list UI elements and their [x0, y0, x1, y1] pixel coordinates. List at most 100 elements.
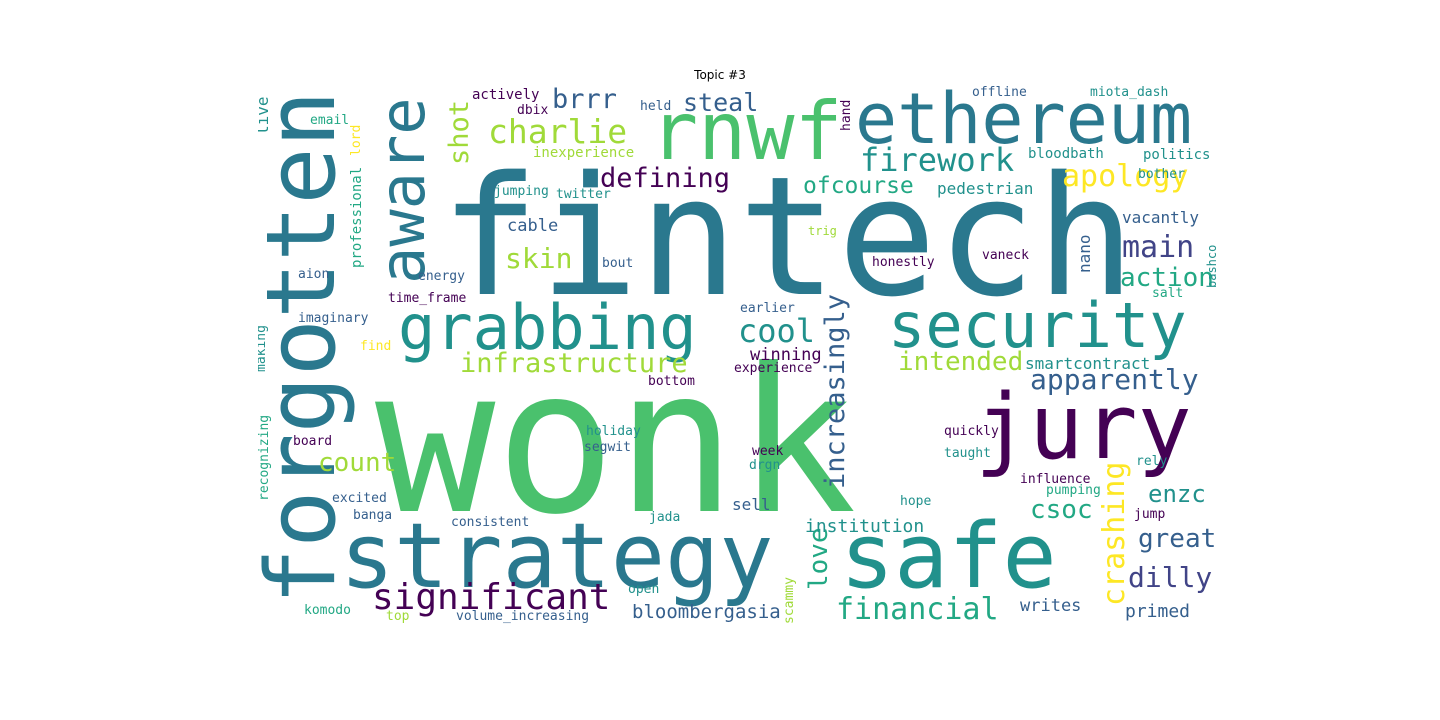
word-rnwf: rnwf [650, 85, 843, 178]
word-shot: shot [444, 99, 475, 165]
word-pedestrian: pedestrian [937, 179, 1034, 198]
word-bashco: bashco [1205, 244, 1219, 289]
word-infrastructure: infrastructure [460, 348, 688, 379]
word-significant: significant [372, 577, 611, 618]
word-ethereum: ethereum [855, 84, 1193, 160]
word-dbix: dbix [517, 103, 549, 118]
word-recognizing: recognizing [258, 414, 272, 501]
word-brrr: brrr [552, 84, 618, 115]
word-politics: politics [1143, 147, 1211, 163]
word-main: main [1122, 230, 1195, 265]
word-taught: taught [944, 446, 991, 461]
word-bottom: bottom [648, 374, 695, 389]
word-grabbing: grabbing [398, 291, 697, 364]
word-cloud: wonk fintech forgotten strategy safe rnwf jury… [258, 84, 1224, 634]
word-love: love [804, 527, 834, 591]
word-inexperience: inexperience [533, 145, 635, 161]
word-bloodbath: bloodbath [1028, 146, 1104, 162]
word-primed: primed [1125, 601, 1191, 622]
word-ofcourse: ofcourse [803, 173, 914, 199]
word-consistent: consistent [451, 515, 530, 530]
word-cool: cool [738, 312, 816, 350]
word-experience: experience [734, 361, 813, 376]
word-cable: cable [507, 216, 559, 236]
word-hope: hope [900, 494, 932, 509]
word-forgotten: forgotten [258, 90, 357, 605]
word-vacantly: vacantly [1122, 208, 1200, 227]
word-miota-dash: miota_dash [1090, 85, 1169, 100]
word-nano: nano [1075, 234, 1094, 274]
word-fintech: fintech [440, 141, 1136, 333]
word-defining: defining [600, 163, 731, 194]
word-bother: bother [1138, 167, 1185, 182]
word-holiday: holiday [586, 424, 641, 439]
word-jada: jada [649, 510, 681, 525]
word-top: top [386, 609, 410, 624]
word-wonk: wonk [375, 326, 857, 559]
word-security: security [888, 289, 1187, 362]
word-bout: bout [602, 256, 634, 271]
word-vaneck: vaneck [982, 248, 1029, 263]
word-earlier: earlier [740, 301, 795, 316]
word-enzc: enzc [1148, 480, 1206, 508]
word-lord: lord [349, 124, 364, 157]
word-csoc: csoc [1030, 495, 1093, 525]
word-jump: jump [1134, 507, 1166, 522]
word-steal: steal [683, 88, 759, 117]
word-crashing: crashing [1097, 461, 1132, 607]
word-week: week [752, 444, 784, 459]
word-skin: skin [505, 242, 573, 275]
word-smartcontract: smartcontract [1025, 354, 1151, 373]
word-great: great [1138, 524, 1217, 554]
word-live: live [258, 96, 272, 136]
word-energy: energy [418, 269, 465, 284]
word-winning: winning [750, 345, 822, 365]
word-bloombergasia: bloombergasia [632, 601, 781, 623]
word-firework: firework [860, 141, 1015, 179]
word-pumping: pumping [1046, 483, 1101, 498]
word-aion: aion [298, 267, 330, 282]
word-charlie: charlie [488, 112, 628, 151]
word-apology: apology [1062, 159, 1189, 194]
word-safe: safe [840, 504, 1057, 609]
word-email: email [310, 113, 350, 128]
word-strategy: strategy [340, 504, 774, 609]
word-offline: offline [972, 85, 1027, 100]
word-influence: influence [1020, 472, 1091, 487]
word-imaginary: imaginary [298, 311, 369, 326]
word-drgn: drgn [749, 458, 781, 473]
word-institution: institution [805, 516, 925, 537]
word-professional: professional [349, 166, 365, 268]
word-excited: excited [332, 491, 387, 506]
word-open: open [628, 582, 660, 597]
word-trig: trig [808, 224, 837, 238]
word-segwit: segwit [584, 440, 631, 455]
word-jumping: jumping [494, 184, 549, 199]
word-honestly: honestly [872, 255, 935, 270]
word-board: board [293, 434, 333, 449]
word-making: making [258, 324, 269, 372]
word-hand: hand [839, 99, 854, 132]
word-sell: sell [732, 495, 771, 514]
word-increasingly: increasingly [820, 294, 851, 490]
chart-title: Topic #3 [694, 68, 746, 82]
word-dilly: dilly [1128, 561, 1213, 594]
word-twitter: twitter [556, 187, 611, 202]
word-banga: banga [353, 508, 393, 523]
word-actively: actively [472, 87, 540, 103]
word-apparently: apparently [1030, 363, 1199, 396]
word-time-frame: time_frame [388, 291, 467, 306]
word-financial: financial [836, 592, 999, 627]
word-find: find [360, 339, 392, 354]
word-action: action [1120, 263, 1214, 293]
word-held: held [640, 99, 672, 114]
word-writes: writes [1020, 596, 1082, 616]
word-aware: aware [366, 97, 439, 284]
word-volume-increasing: volume_increasing [456, 609, 590, 624]
word-jury: jury [975, 375, 1192, 480]
word-komodo: komodo [304, 603, 351, 618]
word-rely: rely [1136, 454, 1168, 469]
word-salt: salt [1152, 286, 1184, 301]
word-quickly: quickly [944, 424, 999, 439]
word-count: count [318, 448, 397, 478]
